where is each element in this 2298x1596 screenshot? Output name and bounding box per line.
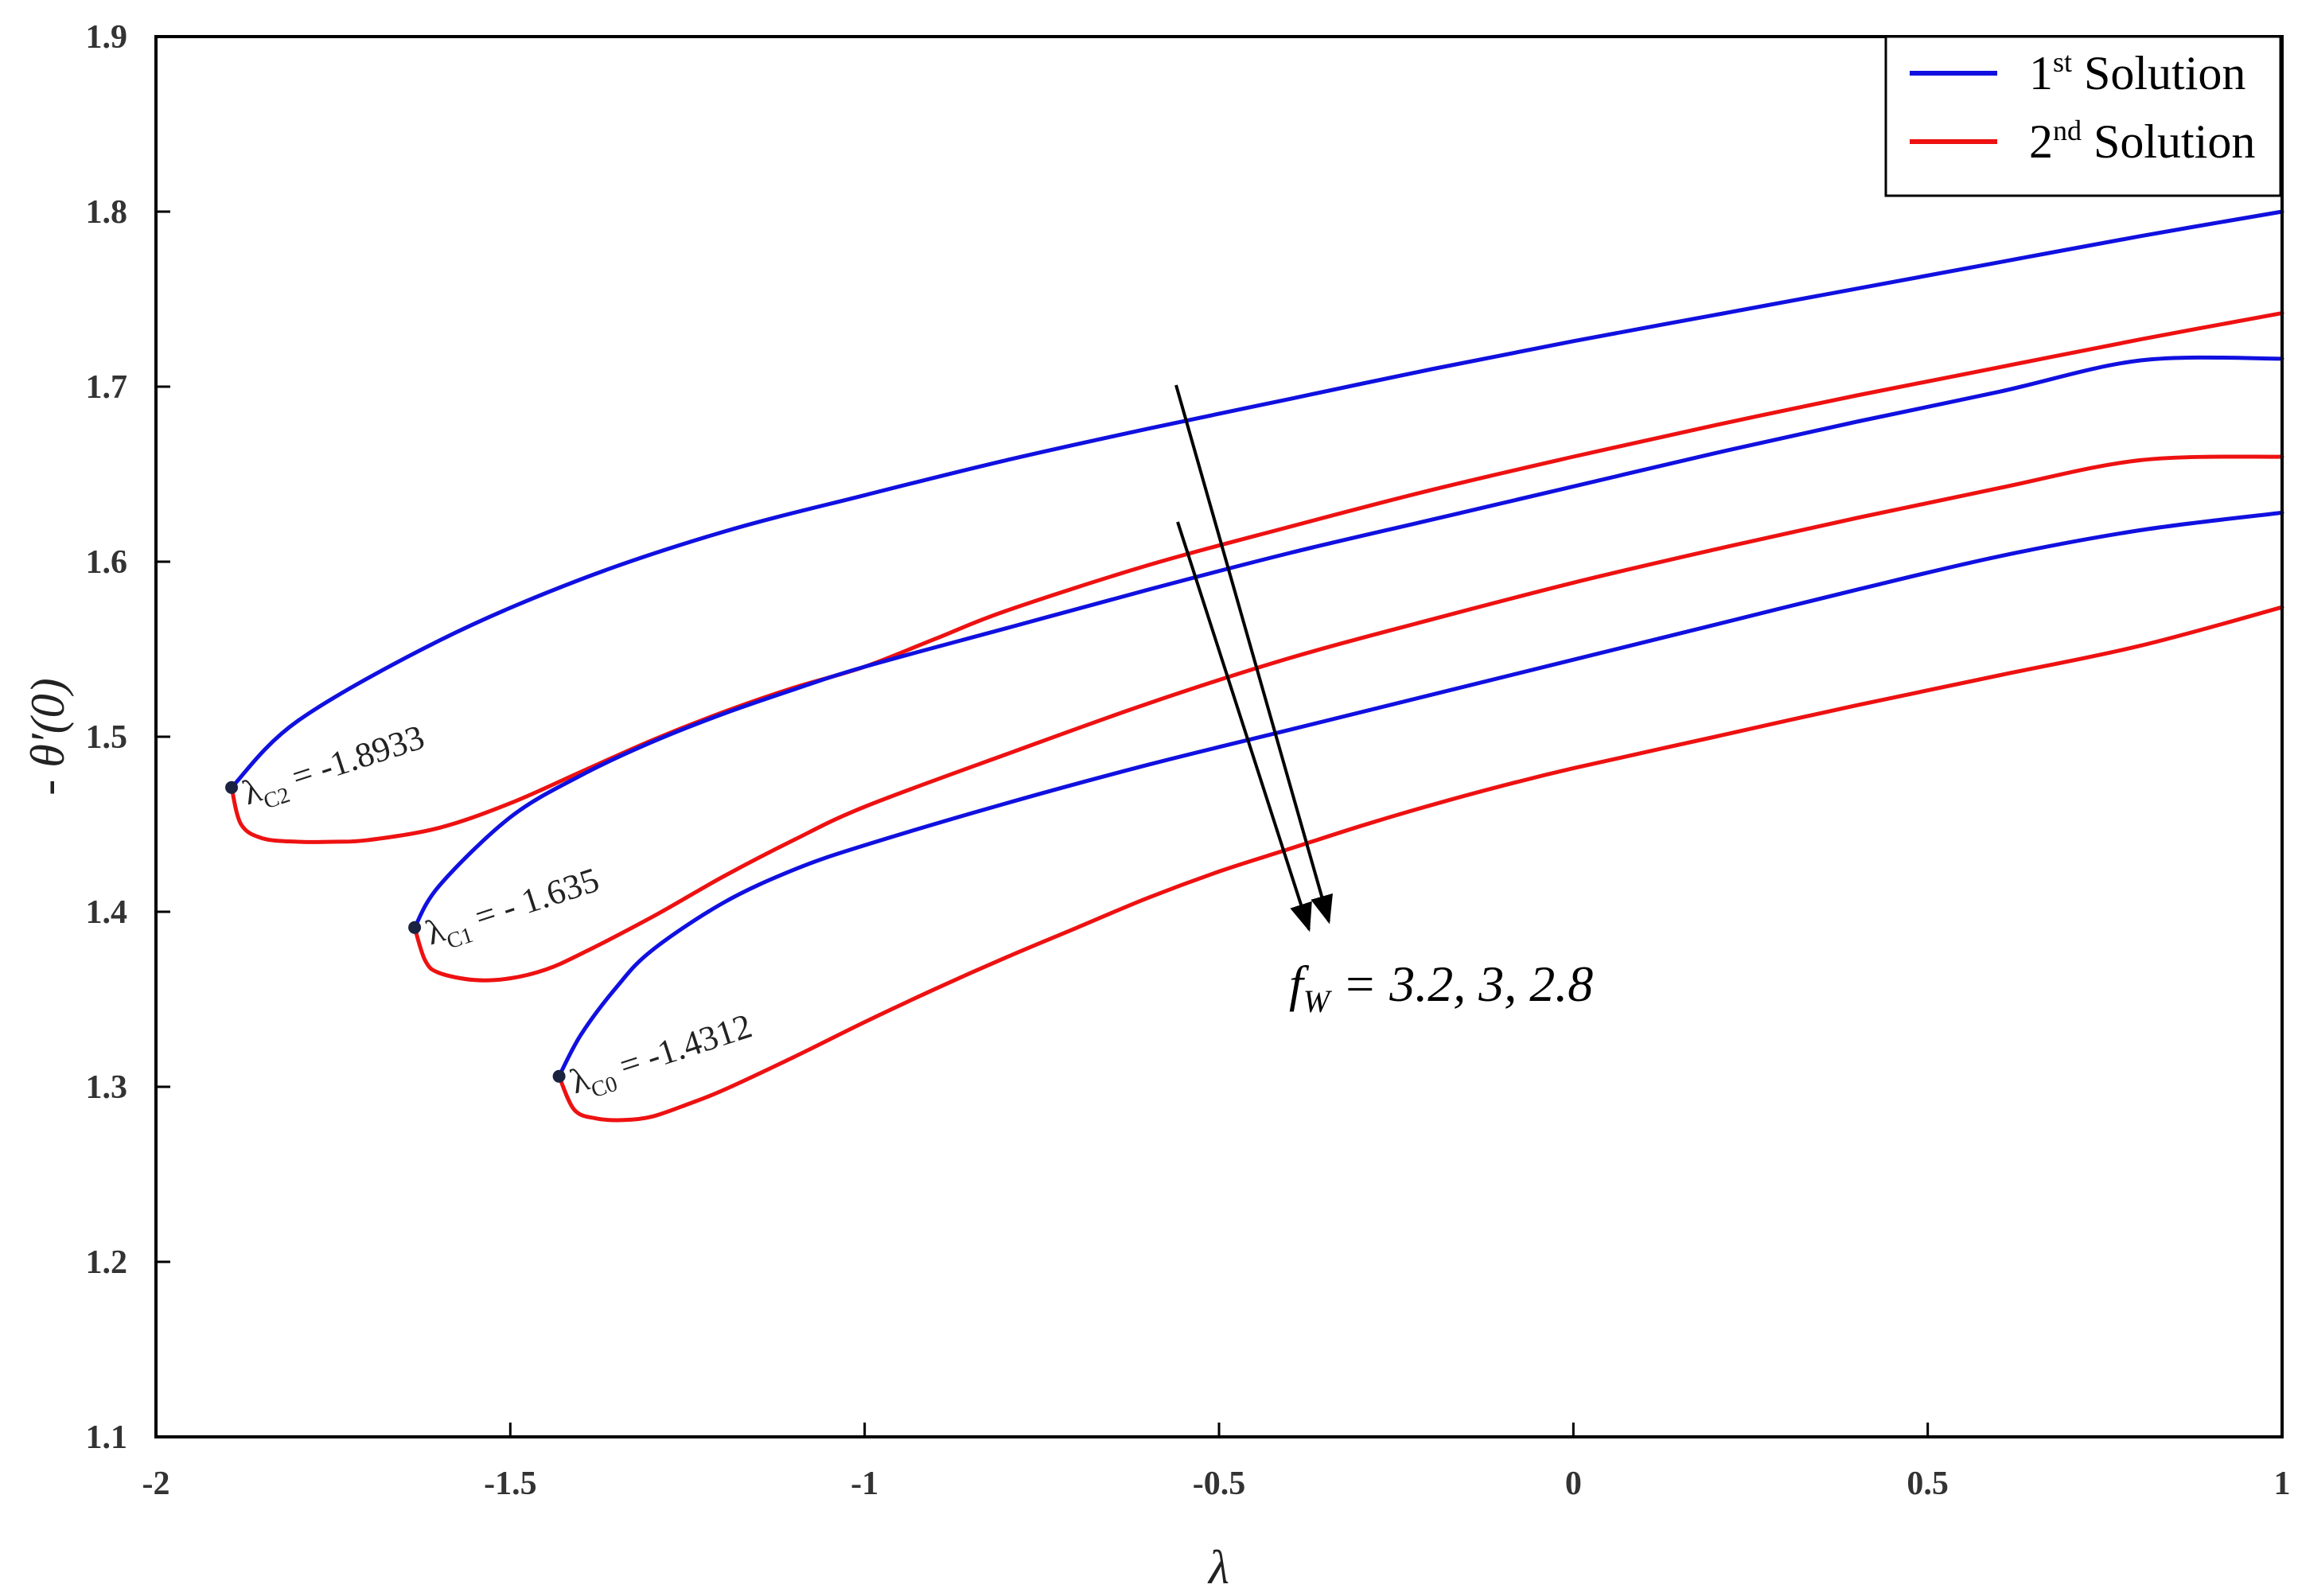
fw-annotation-text: fW = 3.2, 3, 2.8: [1289, 956, 1593, 1019]
y-tick-label: 1.9: [86, 19, 128, 56]
trend-arrow: [1174, 384, 1333, 925]
critical-points: [225, 780, 566, 1083]
y-tick-label: 1.2: [86, 1244, 128, 1281]
legend-label: 1st Solution: [2029, 46, 2245, 99]
legend-superscript: st: [2053, 46, 2072, 78]
legend-box: [1884, 35, 2282, 197]
x-tick-label: 0.5: [1907, 1466, 1949, 1502]
y-tick-label: 1.6: [86, 544, 128, 581]
series-line: [412, 355, 2284, 930]
axis-ticks: -2 -1.5 -1 -0.5 0 0.5 1 1.1 1.2 1.3 1.4 1.5 1.6 1.7 1.…: [86, 19, 2291, 1502]
trend-arrow: [1176, 521, 1312, 932]
x-tick-label: -1.5: [484, 1466, 537, 1502]
critical-label-value: = -1.8933: [278, 718, 429, 800]
x-tick-label: 1: [2274, 1466, 2291, 1502]
legend-ordinal: 1: [2029, 47, 2053, 99]
y-tick-label: 1.5: [86, 719, 128, 756]
critical-point-marker: [225, 780, 239, 794]
y-tick-label: 1.8: [86, 194, 128, 231]
series-line: [229, 209, 2284, 790]
x-tick-label: -0.5: [1193, 1466, 1246, 1502]
critical-point-label: λC2 = -1.8933: [238, 718, 431, 819]
critical-label-value: = - 1.635: [462, 860, 603, 940]
legend-text: Solution: [2072, 47, 2245, 99]
fw-values: = 3.2, 3, 2.8: [1330, 956, 1593, 1012]
y-tick-label: 1.3: [86, 1069, 128, 1106]
legend-label: 2nd Solution: [2029, 115, 2255, 168]
critical-point-label: λC0 = -1.4312: [566, 1006, 759, 1108]
legend-ordinal: 2: [2029, 115, 2053, 168]
x-tick-label: 0: [1565, 1466, 1582, 1502]
axis-titles: λ - θ′(0): [21, 678, 1229, 1594]
critical-label-value: = -1.4312: [606, 1006, 757, 1088]
legend-superscript: nd: [2053, 115, 2082, 146]
trend-arrows: [1174, 384, 1333, 932]
legend-text: Solution: [2082, 115, 2255, 168]
y-tick-label: 1.7: [86, 369, 128, 406]
x-tick-label: -1: [851, 1466, 878, 1502]
y-tick-label: 1.4: [86, 894, 128, 931]
fw-annotation: fW = 3.2, 3, 2.8: [1289, 956, 1593, 1019]
series-line: [412, 454, 2284, 983]
critical-point-marker: [552, 1069, 566, 1083]
critical-point-marker: [408, 921, 422, 934]
x-axis-title: λ: [1207, 1541, 1229, 1594]
series-line: [229, 311, 2284, 844]
y-axis-title: - θ′(0): [21, 678, 74, 796]
plot-frame: [154, 35, 2284, 1438]
fw-subscript: W: [1303, 983, 1333, 1019]
y-tick-label: 1.1: [86, 1419, 128, 1456]
x-tick-label: -2: [142, 1466, 170, 1502]
series-line: [557, 605, 2284, 1123]
